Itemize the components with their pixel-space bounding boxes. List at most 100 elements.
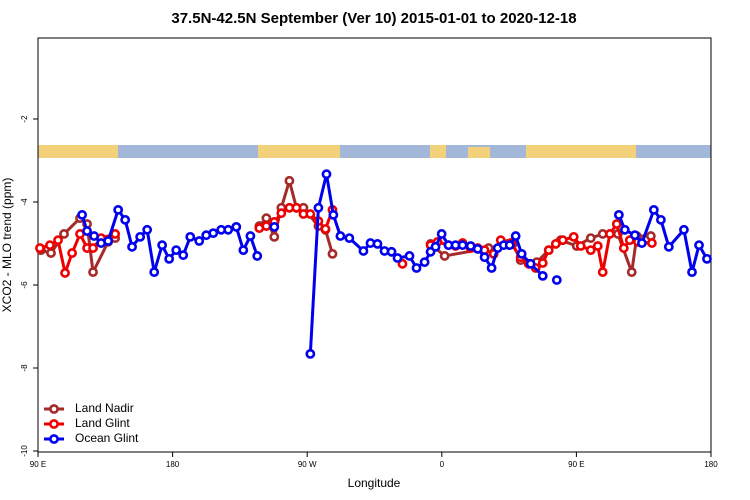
point <box>392 253 403 263</box>
point <box>472 243 483 254</box>
point <box>397 258 408 269</box>
x-tick-label: 90 W <box>298 460 317 469</box>
point <box>679 224 689 235</box>
point <box>328 209 339 220</box>
legend-marker <box>49 434 59 444</box>
point <box>702 253 712 264</box>
point <box>82 226 92 236</box>
x-axis-label: Longitude <box>348 476 401 490</box>
point <box>618 243 629 253</box>
point <box>171 245 182 256</box>
point <box>231 221 242 232</box>
point <box>525 258 536 269</box>
series <box>36 175 656 278</box>
point <box>585 245 596 256</box>
point <box>164 253 175 264</box>
point <box>113 204 124 215</box>
point <box>269 221 280 232</box>
point <box>45 240 55 251</box>
y-tick-label: -6 <box>20 281 29 289</box>
point <box>629 230 640 241</box>
point <box>344 233 355 244</box>
chart-title: 37.5N-42.5N September (Ver 10) 2015-01-0… <box>171 10 576 27</box>
point <box>372 239 383 249</box>
point <box>238 245 249 256</box>
x-tick-label: 90 E <box>568 460 584 469</box>
point <box>284 175 295 186</box>
point <box>142 224 153 235</box>
point <box>313 202 324 213</box>
point <box>404 251 415 261</box>
point <box>358 246 369 256</box>
legend-label: Ocean Glint <box>75 431 139 445</box>
point <box>335 231 346 241</box>
point <box>537 270 548 281</box>
x-tick-label: 180 <box>166 460 180 469</box>
point <box>305 348 316 359</box>
point <box>88 243 98 253</box>
point <box>269 231 280 242</box>
point <box>59 229 69 239</box>
y-tick-label: -10 <box>20 445 29 457</box>
point <box>135 231 146 242</box>
point <box>245 231 256 241</box>
point <box>291 202 302 213</box>
point <box>60 268 70 278</box>
point <box>479 252 490 263</box>
point <box>411 263 422 273</box>
point <box>321 169 332 180</box>
point <box>694 240 704 251</box>
point <box>261 213 272 224</box>
point <box>551 275 562 285</box>
point <box>605 229 615 239</box>
point <box>149 267 160 278</box>
point <box>655 214 666 225</box>
point <box>157 240 168 251</box>
y-tick-label: -4 <box>20 198 29 206</box>
point <box>67 248 77 258</box>
point <box>223 224 234 235</box>
legend-label: Land Nadir <box>75 401 134 415</box>
point <box>637 238 647 248</box>
point <box>88 267 98 278</box>
point <box>430 241 441 252</box>
point <box>208 228 219 239</box>
point <box>386 246 397 257</box>
y-axis-label: XCO2 - MLO trend (ppm) <box>0 178 14 313</box>
point <box>276 208 287 219</box>
point <box>194 236 205 246</box>
point <box>327 248 338 259</box>
point <box>120 214 131 225</box>
point <box>261 221 272 231</box>
point <box>510 231 521 241</box>
x-tick-label: 0 <box>440 460 445 469</box>
point <box>320 224 331 234</box>
legend-label: Land Glint <box>75 416 130 430</box>
point <box>103 236 114 246</box>
point <box>457 240 468 251</box>
point <box>439 251 450 261</box>
point <box>648 204 659 215</box>
point <box>185 231 196 242</box>
point <box>619 224 630 235</box>
point <box>436 229 447 239</box>
point <box>663 241 674 252</box>
point <box>613 209 624 220</box>
point <box>53 235 63 246</box>
point <box>687 267 697 278</box>
point <box>592 241 603 251</box>
series <box>77 169 712 359</box>
point <box>46 248 56 258</box>
point <box>575 241 586 251</box>
point <box>543 245 554 256</box>
point <box>647 238 657 248</box>
point <box>626 267 637 278</box>
point <box>557 235 568 246</box>
point <box>419 257 430 268</box>
x-tick-label: 90 E <box>30 460 46 469</box>
point <box>597 267 608 278</box>
point <box>550 239 561 249</box>
point <box>585 233 596 244</box>
point <box>568 231 579 242</box>
